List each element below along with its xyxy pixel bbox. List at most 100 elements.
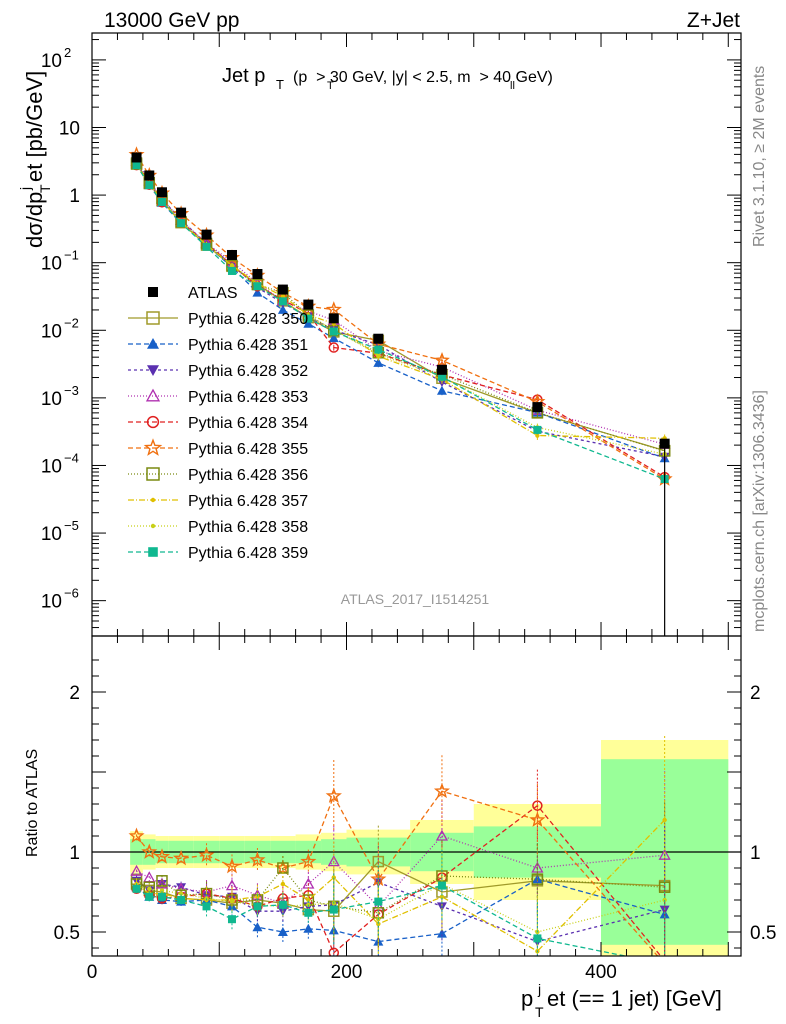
- marker-square-open: [146, 467, 160, 481]
- marker: [436, 385, 447, 395]
- series-line-main: [136, 164, 665, 455]
- marker-star: [141, 843, 158, 859]
- series-line-ratio: [136, 880, 665, 943]
- marker-star: [300, 853, 317, 869]
- legend-item: Pythia 6.428 353: [128, 388, 308, 406]
- marker: [176, 207, 187, 218]
- marker: [150, 497, 156, 503]
- marker-square: [227, 915, 236, 924]
- ylabel-part-1: dσ/dp: [22, 192, 47, 248]
- marker-square: [145, 181, 154, 190]
- y-tick-label: 10 −2: [41, 315, 79, 342]
- marker-circle-open: [662, 955, 667, 956]
- y-tick-base: 10: [41, 321, 62, 342]
- y-axis-label: dσ/dp T j et [pb/GeV]: [17, 71, 53, 248]
- marker-data: [303, 299, 314, 310]
- y-tick-label: 10 2: [41, 45, 71, 72]
- marker-triangle-up: [252, 922, 263, 932]
- marker-square: [329, 905, 338, 914]
- marker: [145, 181, 154, 190]
- y-tick-label: 10 −4: [41, 450, 79, 477]
- y-tick-exp: −3: [64, 383, 79, 398]
- marker: [304, 314, 313, 323]
- marker: [128, 827, 145, 843]
- marker-square: [304, 314, 313, 323]
- title-main: Jet p: [222, 65, 265, 87]
- marker: [328, 342, 340, 353]
- series-line-main: [135, 162, 665, 452]
- marker-dot: [306, 897, 311, 903]
- ratio-tick-label-right: 1: [750, 843, 761, 864]
- legend-label: Pythia 6.428 354: [188, 415, 308, 432]
- rivet-label: Rivet 3.1.10, ≥ 2M events: [751, 66, 768, 247]
- marker: [328, 333, 339, 343]
- marker: [223, 857, 241, 874]
- marker-square: [374, 897, 383, 906]
- y-tick-base: 10: [41, 456, 62, 477]
- marker-star: [128, 827, 145, 843]
- marker-star: [325, 787, 342, 803]
- y-tick-base: 10: [59, 118, 80, 139]
- marker: [153, 848, 171, 864]
- marker: [148, 287, 158, 297]
- x-tick-label: 400: [585, 962, 617, 983]
- marker: [535, 433, 540, 438]
- marker: [172, 849, 190, 866]
- marker-star: [172, 849, 190, 866]
- marker-star: [153, 848, 171, 864]
- legend-item: Pythia 6.428 350: [128, 311, 308, 328]
- ylabel-part-2: T: [37, 184, 53, 193]
- analysis-label: ATLAS_2017_I1514251: [341, 591, 490, 607]
- y-tick-exp: −6: [64, 586, 79, 601]
- marker: [277, 304, 288, 314]
- marker-square: [374, 345, 383, 354]
- marker-square: [437, 881, 446, 890]
- legend-item: Pythia 6.428 356: [128, 467, 308, 484]
- marker: [157, 892, 166, 901]
- marker: [202, 902, 211, 911]
- y-tick-base: 10: [41, 524, 62, 545]
- marker-data: [436, 364, 447, 375]
- ratio-tick-label-left: 0.5: [54, 923, 80, 944]
- marker-dot: [535, 433, 540, 438]
- marker-triangle-up: [147, 338, 159, 349]
- marker-triangle-up: [277, 927, 288, 936]
- ratio-tick-label-right: 2: [750, 683, 761, 704]
- series-line-ratio: [136, 790, 659, 956]
- x-tick-label: 0: [87, 962, 98, 983]
- marker-triangle-up: [328, 333, 339, 343]
- marker-star: [143, 438, 163, 456]
- ylabel-part-4: et [pb/GeV]: [22, 71, 47, 182]
- marker-dot: [178, 891, 184, 896]
- y-tick-label: 1: [69, 186, 80, 207]
- marker: [300, 853, 317, 869]
- y-tick-exp: −1: [64, 248, 79, 263]
- legend-label: Pythia 6.428 352: [188, 363, 308, 380]
- marker-square: [177, 896, 186, 904]
- legend-item: Pythia 6.428 358: [128, 519, 308, 536]
- marker-triangle-open: [130, 864, 143, 876]
- marker-square: [533, 425, 542, 434]
- marker-square: [132, 884, 141, 893]
- marker: [249, 851, 266, 867]
- xlabel-part-1: p: [521, 986, 533, 1011]
- y-tick-label: 10 −6: [41, 586, 79, 613]
- legend-label: Pythia 6.428 350: [188, 311, 308, 328]
- legend-label: Pythia 6.428 351: [188, 337, 308, 354]
- marker: [278, 900, 287, 909]
- series-line-ratio: [136, 883, 665, 933]
- marker: [303, 299, 314, 310]
- legend-label: Pythia 6.428 353: [188, 389, 308, 406]
- marker: [433, 351, 450, 368]
- marker-data: [201, 229, 212, 240]
- marker: [227, 266, 236, 275]
- marker-star: [223, 857, 241, 874]
- marker-triangle-up: [436, 928, 447, 938]
- marker: [437, 372, 446, 381]
- marker-star: [198, 846, 215, 863]
- marker: [159, 888, 165, 893]
- legend: ATLAS Pythia 6.428 350 Pythia 6.428 351 Pyt…: [128, 285, 308, 562]
- marker: [373, 333, 384, 344]
- marker: [433, 782, 450, 799]
